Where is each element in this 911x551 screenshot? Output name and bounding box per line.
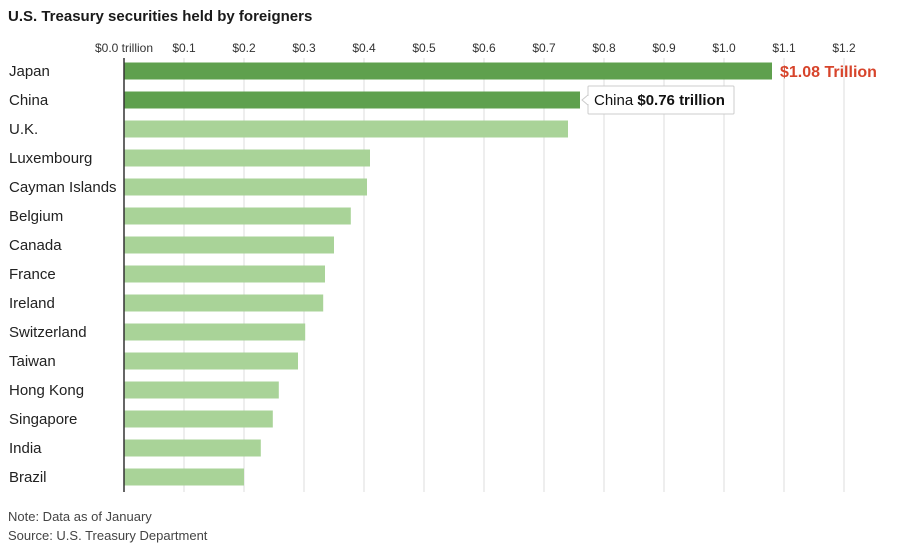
category-label: India [9, 440, 42, 457]
category-label: Brazil [9, 469, 47, 486]
category-label: Switzerland [9, 324, 87, 341]
note-text: Note: Data as of January [8, 509, 152, 524]
x-tick-label: $1.1 [772, 41, 796, 55]
callout-pointer [581, 93, 589, 107]
x-tick-label: $0.0 trillion [95, 41, 153, 55]
callout-china: China $0.76 trillion [581, 85, 735, 115]
category-label: Cayman Islands [9, 179, 117, 196]
x-tick-label: $0.7 [532, 41, 556, 55]
x-tick-label: $0.1 [172, 41, 196, 55]
x-tick-label: $0.5 [412, 41, 436, 55]
category-label: France [9, 266, 56, 283]
annotations: $1.08 Trillion China $0.76 trillion [581, 64, 877, 115]
x-tick-label: $0.2 [232, 41, 256, 55]
x-tick-label: $1.2 [832, 41, 856, 55]
category-label: Belgium [9, 208, 63, 225]
bar-u-k [124, 120, 568, 138]
bar-taiwan [124, 352, 298, 370]
x-tick-label: $0.3 [292, 41, 316, 55]
category-labels: Japan China U.K. Luxembourg Cayman Islands Be… [9, 63, 117, 486]
x-tick-label: $0.4 [352, 41, 376, 55]
x-tick-label: $0.8 [592, 41, 616, 55]
bar-belgium [124, 207, 351, 225]
bar-canada [124, 236, 334, 254]
category-label: Hong Kong [9, 382, 84, 399]
category-label: Taiwan [9, 353, 56, 370]
category-label: Japan [9, 63, 50, 80]
bar-cayman-islands [124, 178, 367, 196]
bar-india [124, 439, 261, 457]
value-label-japan: $1.08 Trillion [780, 64, 877, 81]
bars [124, 62, 772, 486]
bar-hong-kong [124, 381, 279, 399]
category-label: Ireland [9, 295, 55, 312]
bar-ireland [124, 294, 324, 312]
bar-france [124, 265, 325, 283]
category-label: Luxembourg [9, 150, 92, 167]
source-text: Source: U.S. Treasury Department [8, 528, 208, 543]
callout-label: China $0.76 trillion [594, 92, 725, 109]
x-axis-ticks: $0.0 trillion $0.1 $0.2 $0.3 $0.4 $0.5 $0.6 $0.… [95, 41, 856, 55]
bar-brazil [124, 468, 244, 486]
bar-luxembourg [124, 149, 370, 167]
callout-value: $0.76 trillion [637, 92, 725, 109]
bar-japan [124, 62, 772, 80]
bar-chart: $0.0 trillion $0.1 $0.2 $0.3 $0.4 $0.5 $0.6 $0.… [9, 41, 877, 492]
bar-switzerland [124, 323, 306, 341]
category-label: U.K. [9, 121, 38, 138]
bar-china [124, 91, 580, 109]
category-label: Singapore [9, 411, 77, 428]
x-tick-label: $0.6 [472, 41, 496, 55]
callout-prefix: China [594, 92, 637, 109]
x-tick-label: $1.0 [712, 41, 736, 55]
x-tick-label: $0.9 [652, 41, 676, 55]
chart-title: U.S. Treasury securities held by foreign… [8, 8, 313, 25]
category-label: Canada [9, 237, 62, 254]
bar-singapore [124, 410, 273, 428]
category-label: China [9, 92, 49, 109]
